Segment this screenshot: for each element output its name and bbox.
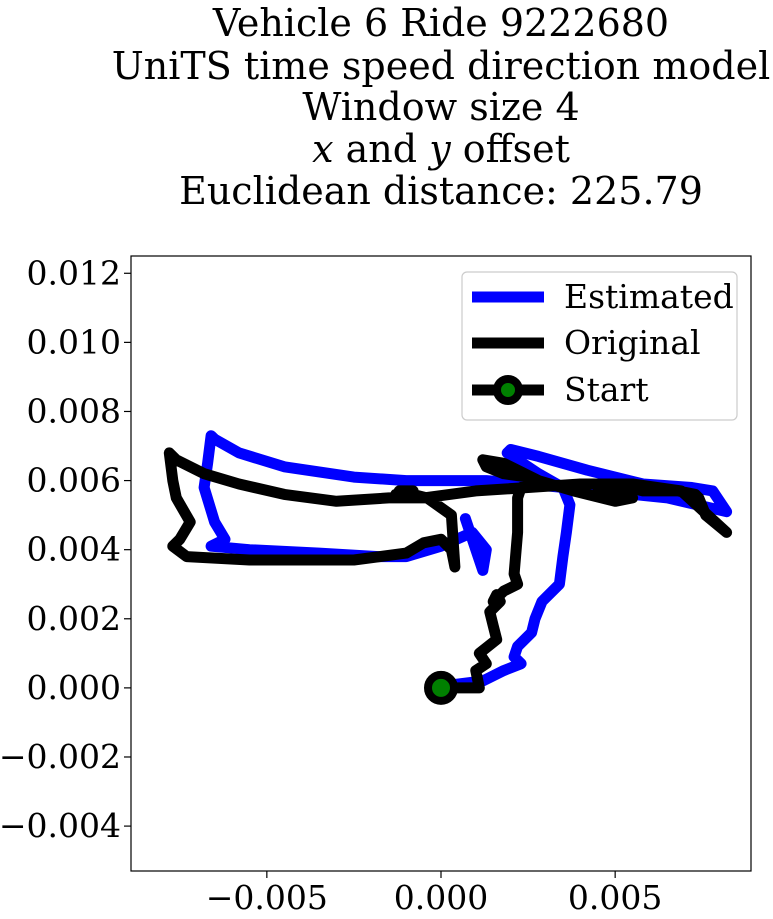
x-axis: −0.005 0.000 0.005 bbox=[206, 871, 662, 917]
legend-label: Estimated bbox=[564, 277, 734, 316]
x-tick-label: 0.005 bbox=[568, 878, 662, 917]
plot-series bbox=[163, 430, 733, 705]
y-tick-label: 0.006 bbox=[27, 461, 121, 500]
x-tick-label: −0.005 bbox=[206, 878, 328, 917]
y-tick-label: 0.002 bbox=[27, 599, 121, 638]
legend: Estimated Original Start bbox=[461, 271, 738, 421]
title-line: Vehicle 6 Ride 9222680 bbox=[212, 1, 669, 45]
y-tick-label: −0.002 bbox=[0, 737, 121, 776]
x-tick-label: 0.000 bbox=[394, 878, 488, 917]
y-axis: −0.004 −0.002 0.000 0.002 0.004 0.006 0.008 0.0… bbox=[0, 253, 131, 845]
legend-start-marker bbox=[493, 375, 523, 405]
legend-label: Start bbox=[564, 370, 649, 409]
series-line-original bbox=[163, 447, 733, 694]
legend-box bbox=[461, 271, 738, 421]
title-word: x bbox=[312, 127, 333, 171]
y-tick-label: 0.008 bbox=[27, 391, 121, 430]
title-word: y bbox=[417, 127, 451, 171]
y-tick-label: 0.000 bbox=[27, 668, 121, 707]
y-tick-label: −0.004 bbox=[0, 806, 121, 845]
legend-label: Original bbox=[564, 323, 701, 362]
title-line: UniTS time speed direction model bbox=[112, 44, 771, 88]
title-word: and bbox=[334, 127, 418, 171]
title-line: Euclidean distance: 225.79 bbox=[179, 169, 703, 213]
y-tick-label: 0.010 bbox=[27, 322, 121, 361]
title-line: Window size 4 bbox=[302, 85, 579, 129]
title-word: offset bbox=[451, 127, 570, 171]
start-marker bbox=[424, 670, 458, 705]
title-line: x and y offset bbox=[312, 127, 570, 171]
y-tick-label: 0.012 bbox=[27, 253, 121, 292]
y-tick-label: 0.004 bbox=[27, 530, 121, 569]
